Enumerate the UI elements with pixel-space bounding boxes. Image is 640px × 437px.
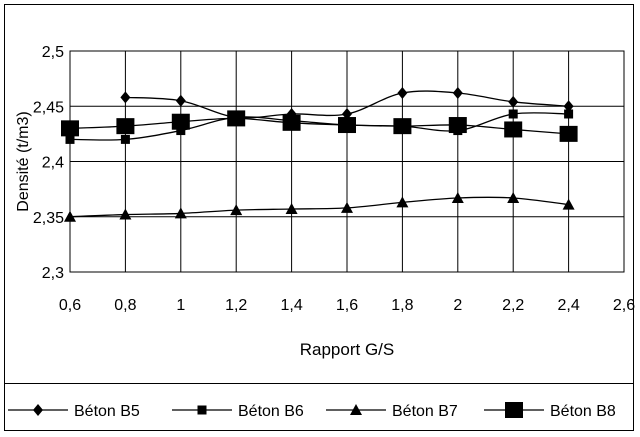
legend: Béton B5 Béton B6 Béton B7 Béton B8 xyxy=(8,402,616,420)
square-marker xyxy=(65,134,75,144)
diamond-marker xyxy=(120,91,131,104)
y-tick-label: 2,4 xyxy=(42,155,64,172)
diamond-marker xyxy=(342,107,352,120)
large-square-marker xyxy=(61,120,79,137)
large-square-marker xyxy=(171,113,190,130)
legend-label: Béton B5 xyxy=(74,403,140,420)
x-tick-label: 1 xyxy=(176,297,185,314)
large-square-marker xyxy=(338,117,356,134)
series-line xyxy=(69,112,569,141)
legend-label: Béton B6 xyxy=(238,403,304,420)
triangle-marker xyxy=(562,198,575,210)
legend-item: Béton B8 xyxy=(484,402,616,420)
x-tick-label: 1,2 xyxy=(225,297,247,314)
y-tick-labels: 2,3 2,35 2,4 2,45 2,5 xyxy=(33,44,64,282)
x-tick-label: 0,8 xyxy=(114,297,136,314)
series-b-ton-b8 xyxy=(61,110,578,142)
triangle-marker xyxy=(507,191,520,203)
y-tick-label: 2,3 xyxy=(42,265,64,282)
diamond-marker xyxy=(508,95,519,108)
triangle-marker xyxy=(119,208,132,220)
triangle-marker xyxy=(350,404,362,415)
x-tick-label: 2,4 xyxy=(557,297,579,314)
plot-area xyxy=(69,50,625,273)
triangle-marker xyxy=(64,210,76,222)
square-marker xyxy=(508,109,518,119)
triangle-marker xyxy=(230,204,243,216)
triangle-marker xyxy=(174,207,187,219)
triangle-marker xyxy=(396,196,409,208)
large-square-marker xyxy=(448,117,467,134)
x-tick-label: 1,6 xyxy=(336,297,358,314)
series-b-ton-b7 xyxy=(64,191,575,222)
legend-label: Béton B8 xyxy=(550,403,616,420)
x-tick-labels: 0,6 0,8 1 1,2 1,4 1,6 1,8 2 2,2 2,4 2,6 xyxy=(59,297,635,314)
series-line xyxy=(69,117,569,135)
square-marker xyxy=(197,405,207,415)
diamond-marker xyxy=(33,404,43,416)
large-square-marker xyxy=(282,114,301,131)
square-marker xyxy=(120,134,130,144)
x-tick-label: 2,2 xyxy=(502,297,524,314)
large-square-marker xyxy=(504,121,523,138)
legend-box xyxy=(4,383,634,431)
y-tick-label: 2,35 xyxy=(33,210,64,227)
diamond-marker xyxy=(452,86,463,99)
square-marker xyxy=(176,126,186,136)
square-marker xyxy=(564,109,574,119)
y-tick-label: 2,45 xyxy=(33,99,64,116)
y-tick-label: 2,5 xyxy=(42,44,64,61)
x-tick-label: 1,4 xyxy=(280,297,302,314)
triangle-marker xyxy=(285,203,298,215)
diamond-marker xyxy=(397,86,408,99)
large-square-marker xyxy=(393,118,412,135)
series-layer xyxy=(61,86,578,222)
legend-item: Béton B7 xyxy=(326,403,458,420)
x-tick-label: 1,8 xyxy=(391,297,413,314)
large-square-marker xyxy=(116,118,135,135)
large-square-marker xyxy=(227,110,246,127)
x-axis-label: Rapport G/S xyxy=(300,340,395,359)
x-tick-label: 2,6 xyxy=(613,297,635,314)
x-tick-label: 2 xyxy=(453,297,462,314)
grid-lines xyxy=(69,50,625,273)
legend-item: Béton B6 xyxy=(172,403,304,420)
series-line xyxy=(69,196,569,218)
legend-item: Béton B5 xyxy=(8,403,140,420)
chart-frame xyxy=(4,4,634,431)
x-tick-label: 0,6 xyxy=(59,297,81,314)
legend-label: Béton B7 xyxy=(392,403,458,420)
diamond-marker xyxy=(175,94,186,107)
y-axis-label: Densité (t/m3) xyxy=(15,111,32,211)
triangle-marker xyxy=(451,191,464,203)
large-square-marker xyxy=(559,125,578,142)
diamond-marker xyxy=(563,100,574,113)
triangle-marker xyxy=(341,201,353,213)
large-square-marker xyxy=(505,402,523,418)
